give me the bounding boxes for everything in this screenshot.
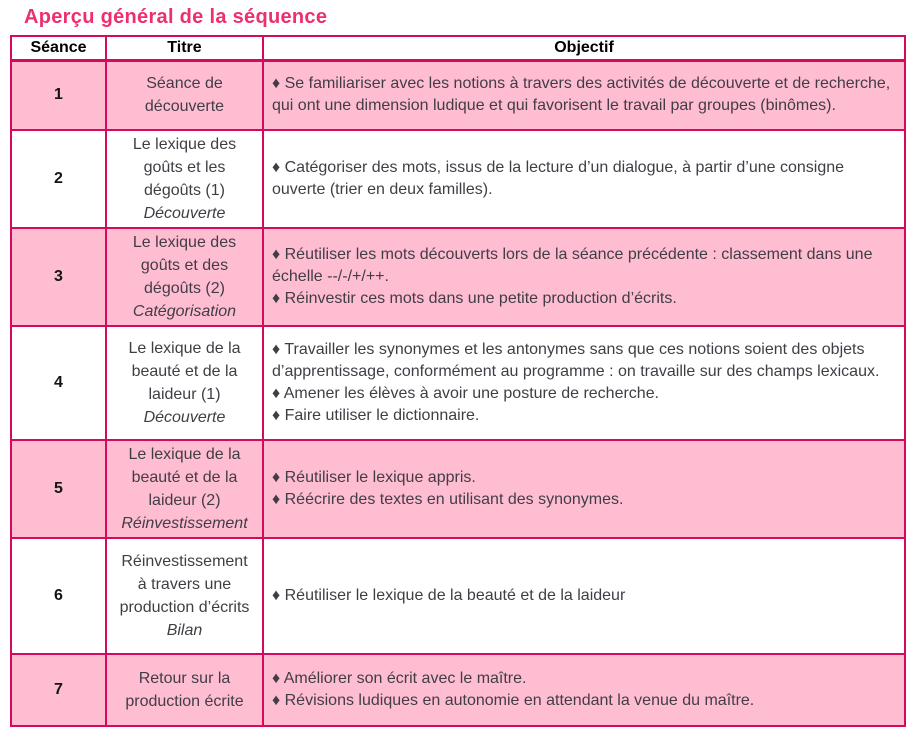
seance-cell: 7 [10, 653, 107, 727]
title-cell: Le lexique de la beauté et de la laideur… [105, 325, 264, 441]
seance-cell: 3 [10, 227, 107, 327]
seance-cell: 2 [10, 129, 107, 229]
objective-item: ♦ Amener les élèves à avoir une posture … [272, 385, 660, 402]
column-header-seance: Séance [10, 35, 107, 62]
title-cell: Le lexique des goûts et les dégoûts (1) … [105, 129, 264, 229]
title-cell: Réinvestissement à travers une productio… [105, 537, 264, 655]
objective-item: ♦ Faire utiliser le dictionnaire. [272, 407, 480, 424]
seance-number: 7 [54, 681, 63, 698]
objective-item: ♦ Réinvestir ces mots dans une petite pr… [272, 290, 677, 307]
session-title: Séance de découverte [144, 75, 225, 116]
objective-item: ♦ Se familiariser avec les notions à tra… [272, 75, 891, 115]
seance-cell: 6 [10, 537, 107, 655]
table-row: 7 Retour sur la production écrite ♦ Amél… [10, 653, 906, 727]
seance-cell: 4 [10, 325, 107, 441]
seance-number: 1 [54, 86, 63, 104]
seance-number: 6 [54, 587, 63, 604]
objective-item: ♦ Révisions ludiques en autonomie en att… [272, 692, 755, 709]
column-header-objectif: Objectif [262, 35, 906, 62]
table-row: 2 Le lexique des goûts et les dégoûts (1… [10, 129, 906, 229]
title-cell: Séance de découverte [105, 59, 264, 131]
objective-item: ♦ Réutiliser les mots découverts lors de… [272, 246, 873, 285]
seance-number: 3 [54, 268, 63, 285]
table-row: 4 Le lexique de la beauté et de la laide… [10, 325, 906, 441]
objective-cell: ♦ Catégoriser des mots, issus de la lect… [262, 129, 906, 229]
column-header-titre: Titre [105, 35, 264, 62]
objective-cell: ♦ Améliorer son écrit avec le maître. ♦ R… [262, 653, 906, 727]
objective-item: ♦ Réutiliser le lexique appris. [272, 469, 476, 486]
document-page: Aperçu général de la séquence Séance Tit… [10, 6, 906, 727]
seance-cell: 5 [10, 439, 107, 539]
session-title: Réinvestissement à travers une productio… [119, 553, 250, 616]
session-subtitle: Catégorisation [132, 303, 237, 320]
table-row: 1 Séance de découverte ♦ Se familiariser… [10, 59, 906, 131]
session-title: Le lexique de la beauté et de la laideur… [128, 340, 241, 403]
objective-cell: ♦ Réutiliser les mots découverts lors de… [262, 227, 906, 327]
table-row: 6 Réinvestissement à travers une product… [10, 537, 906, 655]
seance-number: 2 [54, 170, 63, 187]
title-cell: Le lexique de la beauté et de la laideur… [105, 439, 264, 539]
title-cell: Retour sur la production écrite [105, 653, 264, 727]
objective-cell: ♦ Travailler les synonymes et les antony… [262, 325, 906, 441]
session-subtitle: Réinvestissement [121, 515, 248, 532]
sequence-table: Séance Titre Objectif 1 Séance de découv… [10, 35, 906, 727]
table-body: 1 Séance de découverte ♦ Se familiariser… [10, 59, 906, 727]
seance-number: 5 [54, 480, 63, 497]
page-title: Aperçu général de la séquence [24, 6, 328, 28]
session-title: Le lexique des goûts et les dégoûts (1) [132, 136, 237, 199]
seance-cell: 1 [10, 59, 107, 131]
session-title: Le lexique de la beauté et de la laideur… [128, 446, 241, 509]
seance-number: 4 [54, 374, 63, 391]
table-row: 3 Le lexique des goûts et des dégoûts (2… [10, 227, 906, 327]
objective-cell: ♦ Se familiariser avec les notions à tra… [262, 59, 906, 131]
objective-item: ♦ Réutiliser le lexique de la beauté et … [272, 587, 626, 604]
table-row: 5 Le lexique de la beauté et de la laide… [10, 439, 906, 539]
title-cell: Le lexique des goûts et des dégoûts (2) … [105, 227, 264, 327]
objective-item: ♦ Améliorer son écrit avec le maître. [272, 670, 527, 687]
objective-item: ♦ Travailler les synonymes et les antony… [272, 341, 880, 380]
objective-cell: ♦ Réutiliser le lexique de la beauté et … [262, 537, 906, 655]
table-header-row: Séance Titre Objectif [10, 35, 906, 62]
session-subtitle: Bilan [166, 622, 203, 639]
session-title: Le lexique des goûts et des dégoûts (2) [132, 234, 237, 297]
session-subtitle: Découverte [143, 409, 226, 426]
session-title: Retour sur la production écrite [125, 670, 244, 710]
objective-item: ♦ Réécrire des textes en utilisant des s… [272, 491, 624, 508]
objective-cell: ♦ Réutiliser le lexique appris. ♦ Réécrir… [262, 439, 906, 539]
objective-item: ♦ Catégoriser des mots, issus de la lect… [272, 159, 845, 198]
session-subtitle: Découverte [143, 205, 226, 222]
